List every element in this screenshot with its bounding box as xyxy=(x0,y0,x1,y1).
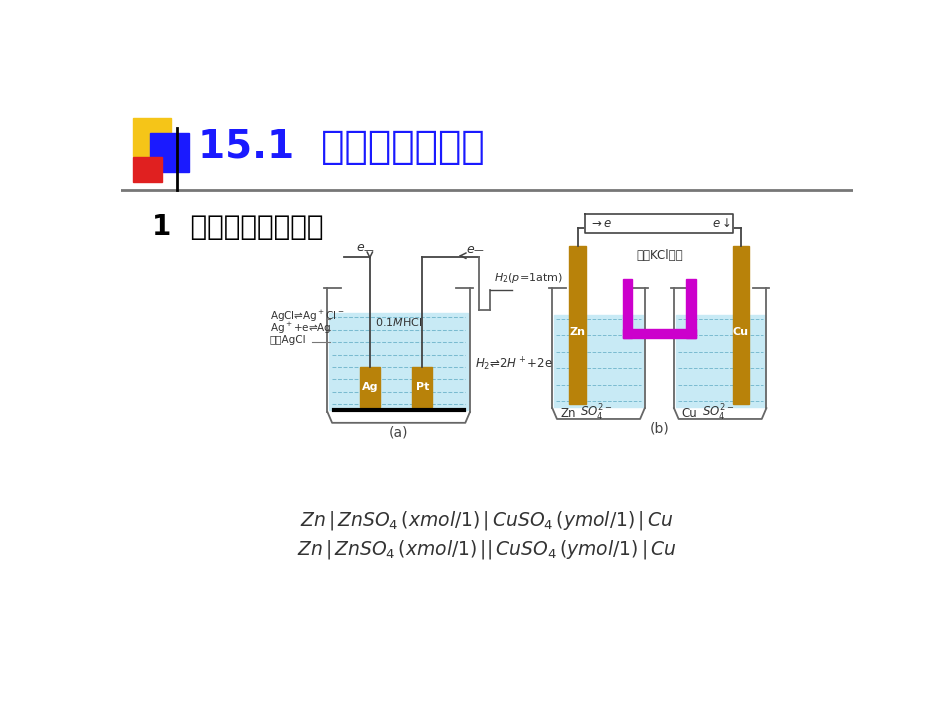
Text: $SO_4^{2-}$: $SO_4^{2-}$ xyxy=(702,403,734,423)
Text: 固体AgCl: 固体AgCl xyxy=(270,334,306,344)
Text: (b): (b) xyxy=(650,422,669,436)
Text: 饱和KCl盐桥: 饱和KCl盐桥 xyxy=(636,250,683,262)
Text: $Zn\,|\,ZnSO_4\,(xmol/1)\,||\,CuSO_4\,(ymol/1)\,|\,Cu$: $Zn\,|\,ZnSO_4\,(xmol/1)\,||\,CuSO_4\,(y… xyxy=(297,538,676,561)
Bar xyxy=(732,246,750,404)
Text: —: — xyxy=(364,245,373,255)
Bar xyxy=(133,157,162,182)
Bar xyxy=(686,279,695,338)
Text: $SO_4^{2-}$: $SO_4^{2-}$ xyxy=(580,403,613,423)
Text: 15.1  基本术语及概念: 15.1 基本术语及概念 xyxy=(199,128,484,166)
Bar xyxy=(675,315,765,406)
Bar xyxy=(329,313,468,411)
Bar xyxy=(133,118,171,156)
Text: e: e xyxy=(466,243,474,257)
Bar xyxy=(569,246,586,404)
Text: Zn: Zn xyxy=(570,327,586,337)
Text: $Zn\,|\,ZnSO_4\,(xmol/1)\,|\,CuSO_4\,(ymol/1)\,|\,Cu$: $Zn\,|\,ZnSO_4\,(xmol/1)\,|\,CuSO_4\,(ym… xyxy=(300,509,674,532)
Bar xyxy=(150,133,189,172)
Text: Ag: Ag xyxy=(362,382,378,392)
Text: Cu: Cu xyxy=(682,406,697,420)
Text: e$\downarrow$: e$\downarrow$ xyxy=(712,217,731,230)
Bar xyxy=(554,315,643,406)
Text: (a): (a) xyxy=(389,426,408,440)
Text: —: — xyxy=(474,245,484,255)
Bar xyxy=(360,367,380,407)
Text: $H_2(p$=1atm): $H_2(p$=1atm) xyxy=(494,271,562,285)
Text: $H_2$⇌$2H^+$+2e: $H_2$⇌$2H^+$+2e xyxy=(475,356,553,374)
Text: AgCl⇌Ag$^+$Cl$^-$: AgCl⇌Ag$^+$Cl$^-$ xyxy=(270,309,344,324)
Bar xyxy=(623,329,695,338)
Text: $\rightarrow$e: $\rightarrow$e xyxy=(589,217,613,230)
Bar xyxy=(585,214,733,232)
Text: Pt: Pt xyxy=(415,382,428,392)
Text: e: e xyxy=(356,241,364,254)
Text: Ag$^+$+e⇌Ag: Ag$^+$+e⇌Ag xyxy=(270,321,332,336)
Text: Zn: Zn xyxy=(560,406,576,420)
Text: 1  电化学电池及表示: 1 电化学电池及表示 xyxy=(152,212,323,240)
Text: Cu: Cu xyxy=(733,327,749,337)
Bar xyxy=(623,279,633,338)
Bar xyxy=(412,367,432,407)
Text: 0.1$M$HCl: 0.1$M$HCl xyxy=(375,316,423,328)
